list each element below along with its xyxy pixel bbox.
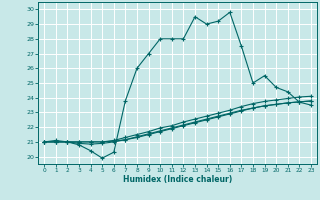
- X-axis label: Humidex (Indice chaleur): Humidex (Indice chaleur): [123, 175, 232, 184]
